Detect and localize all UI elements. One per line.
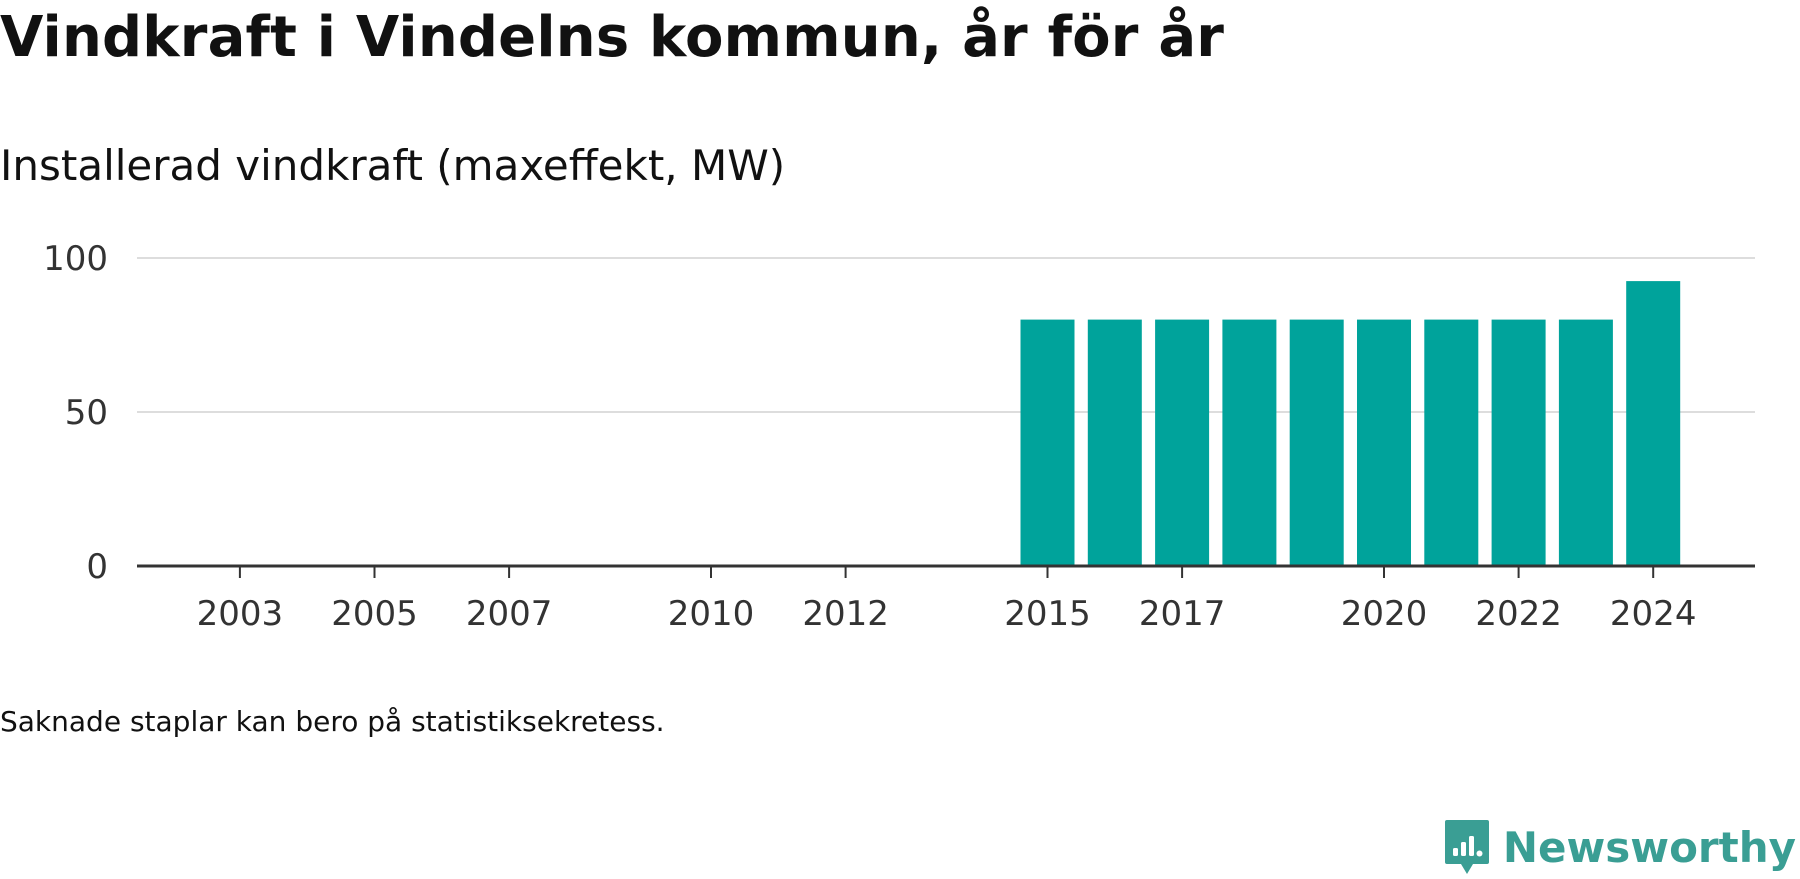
bar-2018	[1222, 319, 1277, 566]
x-axis-tick-labels: 2003 2005 2007 2010 2012 2015 2017 2020 2022 2024	[197, 594, 1697, 634]
y-axis-tick-labels: 0 50 100	[43, 239, 108, 587]
x-tick-label: 2022	[1475, 594, 1562, 634]
brand-name: Newsworthy	[1502, 823, 1796, 872]
bar-2019	[1289, 319, 1344, 566]
gridlines	[137, 257, 1755, 413]
x-tick-label: 2003	[197, 594, 284, 634]
x-tick-label: 2005	[331, 594, 418, 634]
chart-title: Vindkraft i Vindelns kommun, år för år	[0, 5, 1225, 70]
bar-2020	[1357, 319, 1411, 566]
x-tick-label: 2007	[466, 594, 553, 634]
y-tick-label: 100	[43, 239, 108, 279]
bar-2024	[1626, 281, 1681, 566]
x-tick-label: 2010	[668, 594, 755, 634]
x-tick-label: 2015	[1004, 594, 1091, 634]
x-axis	[137, 564, 1755, 578]
x-tick-label: 2017	[1139, 594, 1226, 634]
bar-2023	[1558, 319, 1613, 566]
bar-2022	[1491, 319, 1546, 566]
newsworthy-logo-icon	[1444, 820, 1489, 874]
x-tick-label: 2024	[1610, 594, 1697, 634]
x-tick-label: 2020	[1341, 594, 1428, 634]
bars	[1020, 281, 1681, 566]
bar-2015	[1020, 319, 1075, 566]
bar-2017	[1155, 319, 1210, 566]
y-tick-label: 0	[86, 547, 108, 587]
brand-logo: Newsworthy	[1443, 818, 1796, 878]
chart-subtitle: Installerad vindkraft (maxeffekt, MW)	[0, 141, 786, 190]
x-tick-label: 2012	[802, 594, 889, 634]
y-tick-label: 50	[65, 393, 108, 433]
bar-2016	[1087, 319, 1142, 566]
footnote: Saknade staplar kan bero på statistiksek…	[0, 705, 665, 738]
bar-2021	[1424, 319, 1479, 566]
